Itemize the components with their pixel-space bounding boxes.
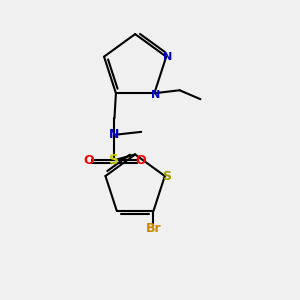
Text: N: N xyxy=(109,128,120,141)
Text: N: N xyxy=(163,52,172,62)
Text: S: S xyxy=(162,169,171,182)
Text: N: N xyxy=(151,90,160,100)
Text: Br: Br xyxy=(146,222,161,235)
Text: O: O xyxy=(83,154,94,166)
Text: O: O xyxy=(135,154,146,166)
Text: S: S xyxy=(110,153,119,167)
